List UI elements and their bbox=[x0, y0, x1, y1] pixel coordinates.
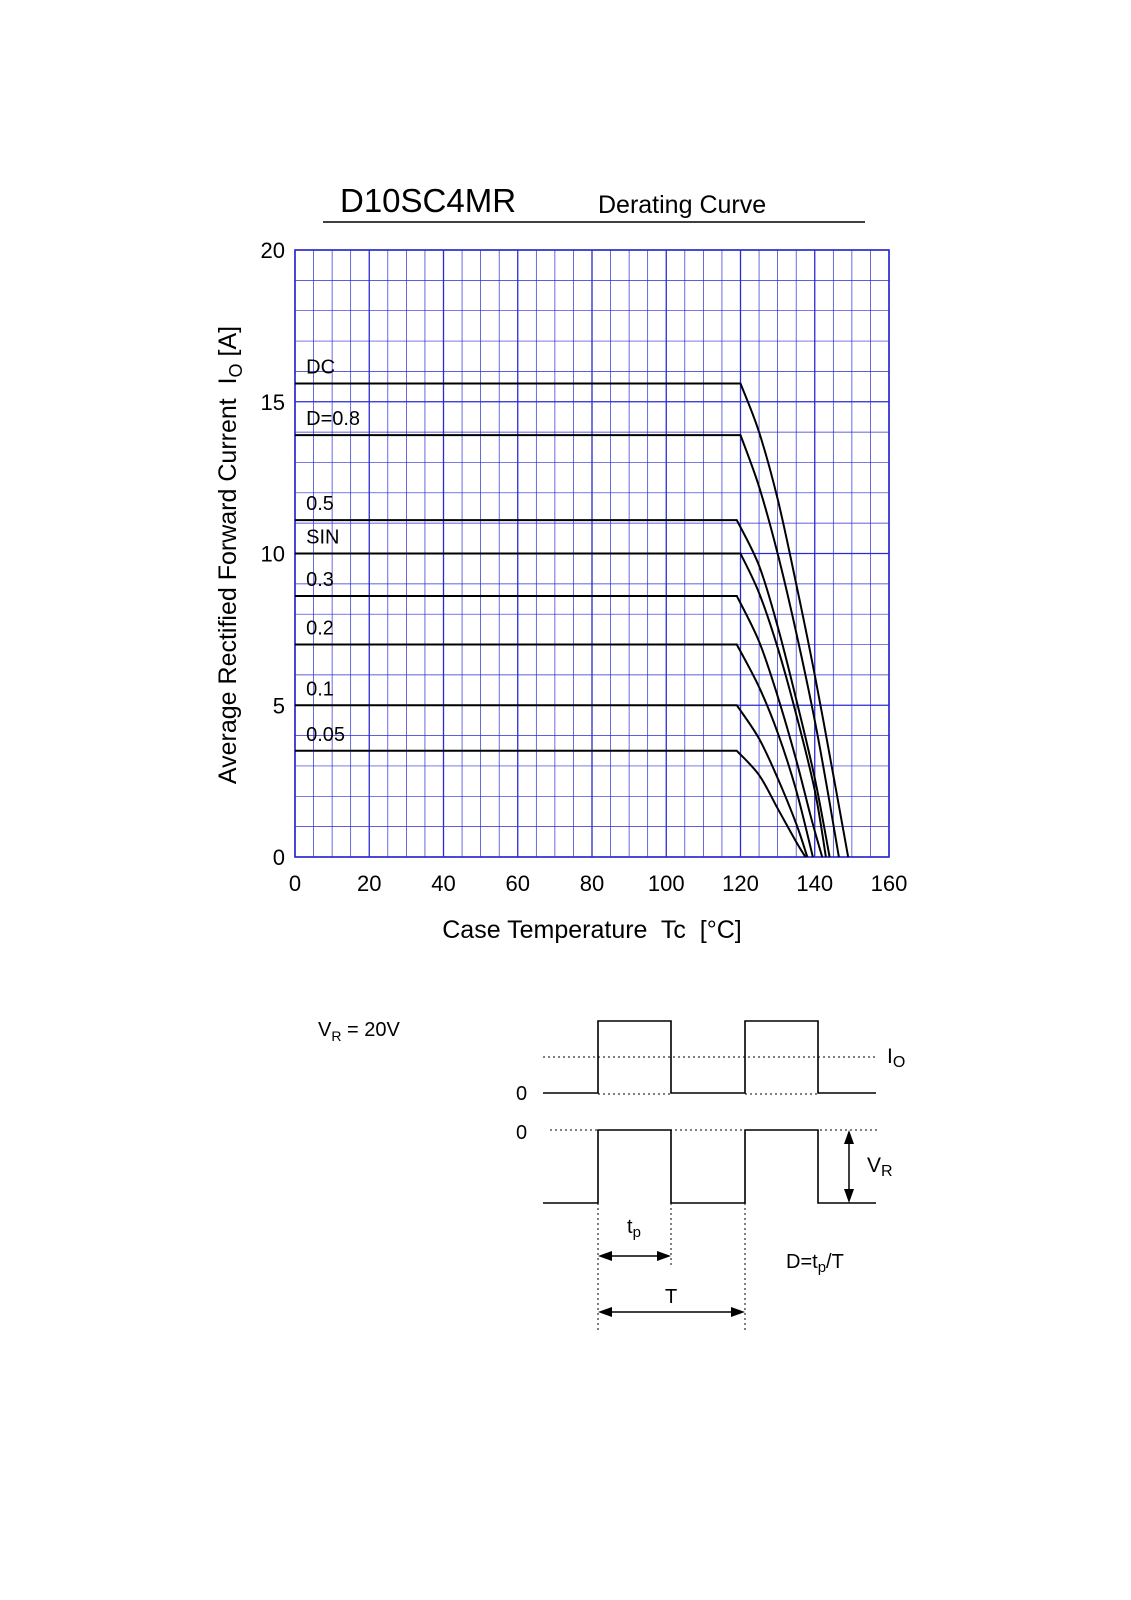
tp-label: tp bbox=[627, 1216, 641, 1241]
io-label: IO bbox=[887, 1045, 905, 1071]
series-label: 0.2 bbox=[306, 618, 334, 640]
x-tick-labels: 0 20 40 60 80 100 120 140 160 bbox=[289, 871, 907, 896]
vr-condition-prefix: V bbox=[318, 1019, 332, 1041]
x-tick-label: 100 bbox=[648, 871, 685, 896]
tp-label-sub: p bbox=[633, 1224, 641, 1241]
vr-condition-suffix: = 20V bbox=[341, 1019, 400, 1041]
series-label: 0.05 bbox=[306, 724, 345, 746]
vr-label: VR bbox=[867, 1154, 893, 1180]
waveform-diagram: VR = 20V 0 IO 0 VR tp T D=tp/T bbox=[318, 1019, 905, 1330]
chart-subtitle: Derating Curve bbox=[598, 191, 766, 219]
x-tick-label: 80 bbox=[580, 871, 604, 896]
y-tick-label: 15 bbox=[261, 390, 285, 415]
period-label: T bbox=[665, 1286, 677, 1308]
duty-formula: D=tp/T bbox=[786, 1251, 844, 1276]
derating-curve bbox=[295, 704, 809, 858]
y-tick-label: 0 bbox=[273, 845, 285, 870]
x-tick-label: 140 bbox=[796, 871, 833, 896]
part-number: D10SC4MR bbox=[340, 182, 516, 219]
series-label: DC bbox=[306, 357, 335, 379]
series-label: 0.5 bbox=[306, 493, 334, 515]
vr-arrowhead-bottom bbox=[844, 1189, 854, 1203]
duty-formula-prefix: D=t bbox=[786, 1251, 818, 1273]
x-tick-label: 60 bbox=[506, 871, 530, 896]
current-zero-label: 0 bbox=[516, 1083, 527, 1105]
voltage-zero-label: 0 bbox=[516, 1122, 527, 1144]
derating-curve bbox=[295, 519, 831, 858]
x-tick-label: 160 bbox=[871, 871, 908, 896]
derating-curve bbox=[295, 552, 827, 858]
duty-formula-suffix: /T bbox=[826, 1251, 844, 1273]
derating-curve bbox=[295, 643, 814, 858]
x-axis-title: Case Temperature Tc [°C] bbox=[442, 916, 741, 944]
period-arrowhead-left bbox=[598, 1307, 612, 1317]
x-tick-label: 20 bbox=[357, 871, 381, 896]
vr-label-main: V bbox=[867, 1154, 881, 1177]
x-tick-label: 0 bbox=[289, 871, 301, 896]
series-label: 0.1 bbox=[306, 678, 334, 700]
vr-condition-sub: R bbox=[331, 1028, 341, 1044]
duty-formula-sub: p bbox=[818, 1259, 826, 1276]
vr-label-sub: R bbox=[881, 1163, 893, 1180]
voltage-waveform bbox=[543, 1129, 876, 1204]
y-axis-title-unit: [A] bbox=[214, 326, 242, 364]
current-waveform bbox=[543, 1020, 876, 1094]
tp-arrowhead-left bbox=[598, 1251, 612, 1261]
y-tick-label: 20 bbox=[261, 238, 285, 263]
y-axis-title: Average Rectified Forward Current IO [A] bbox=[214, 326, 246, 784]
derating-curve bbox=[295, 434, 840, 858]
y-tick-label: 5 bbox=[273, 693, 285, 718]
io-label-sub: O bbox=[893, 1054, 905, 1071]
y-tick-label: 10 bbox=[261, 542, 285, 567]
io-label-main: I bbox=[887, 1045, 893, 1068]
vr-arrowhead-top bbox=[844, 1130, 854, 1144]
series-label: 0.3 bbox=[306, 569, 334, 591]
x-tick-label: 40 bbox=[431, 871, 455, 896]
period-arrowhead-right bbox=[731, 1307, 745, 1317]
tp-label-main: t bbox=[627, 1216, 633, 1238]
y-tick-labels: 0 5 10 15 20 bbox=[261, 238, 285, 870]
y-axis-title-main: Average Rectified Forward Current I bbox=[214, 377, 242, 784]
vr-condition: VR = 20V bbox=[318, 1019, 401, 1044]
tp-arrowhead-right bbox=[657, 1251, 671, 1261]
series-labels: DC D=0.8 0.5 SIN 0.3 0.2 0.1 0.05 bbox=[306, 357, 360, 746]
curves bbox=[295, 382, 850, 858]
y-axis-title-sub: O bbox=[226, 363, 246, 377]
series-label: D=0.8 bbox=[306, 408, 360, 430]
derating-curve bbox=[295, 594, 824, 858]
derating-curve bbox=[295, 749, 807, 858]
series-label: SIN bbox=[306, 527, 339, 549]
x-tick-label: 120 bbox=[722, 871, 759, 896]
derating-curve bbox=[295, 382, 850, 858]
